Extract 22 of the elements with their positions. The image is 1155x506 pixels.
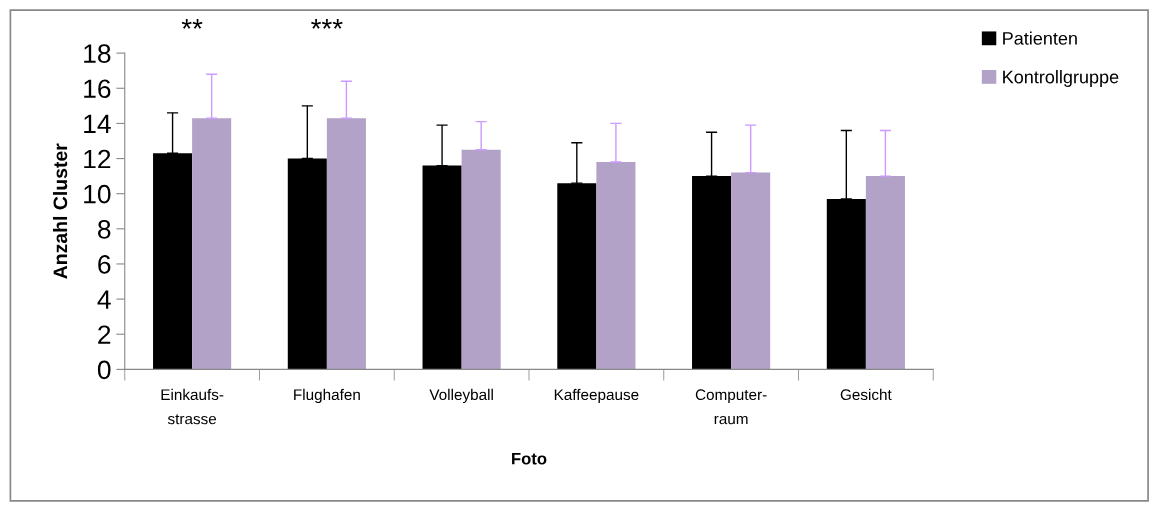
y-tick-label: 16 xyxy=(84,79,111,99)
y-tick-label: 0 xyxy=(97,360,111,380)
y-tick-label: 14 xyxy=(84,114,111,133)
y-axis-title: Anzahl Cluster xyxy=(52,143,68,279)
legend-label: Patienten xyxy=(1003,31,1077,45)
x-tick-label: Gesicht xyxy=(840,388,892,401)
text: ** xyxy=(181,19,203,29)
y-tick-label: 4 xyxy=(97,290,111,309)
x-tick-label: Kaffeepause xyxy=(554,388,639,404)
y-tick-label: 10 xyxy=(84,184,111,204)
x-tick-label: Einkaufs- strasse xyxy=(161,388,224,425)
legend-label: Kontrollgruppe xyxy=(1003,70,1119,87)
y-tick-label: 8 xyxy=(98,219,111,239)
x-tick-label: Flughafen xyxy=(294,388,360,404)
x-tick-label: Computer- raum xyxy=(695,389,767,425)
y-tick-label: 18 xyxy=(84,44,111,63)
x-tick-label: Volleyball xyxy=(429,388,493,404)
y-tick-label: 6 xyxy=(98,255,111,274)
x-axis-title: Foto xyxy=(512,452,547,465)
y-tick-label: 2 xyxy=(98,325,111,344)
text: *** xyxy=(311,19,343,29)
y-tick-label: 12 xyxy=(84,149,111,169)
